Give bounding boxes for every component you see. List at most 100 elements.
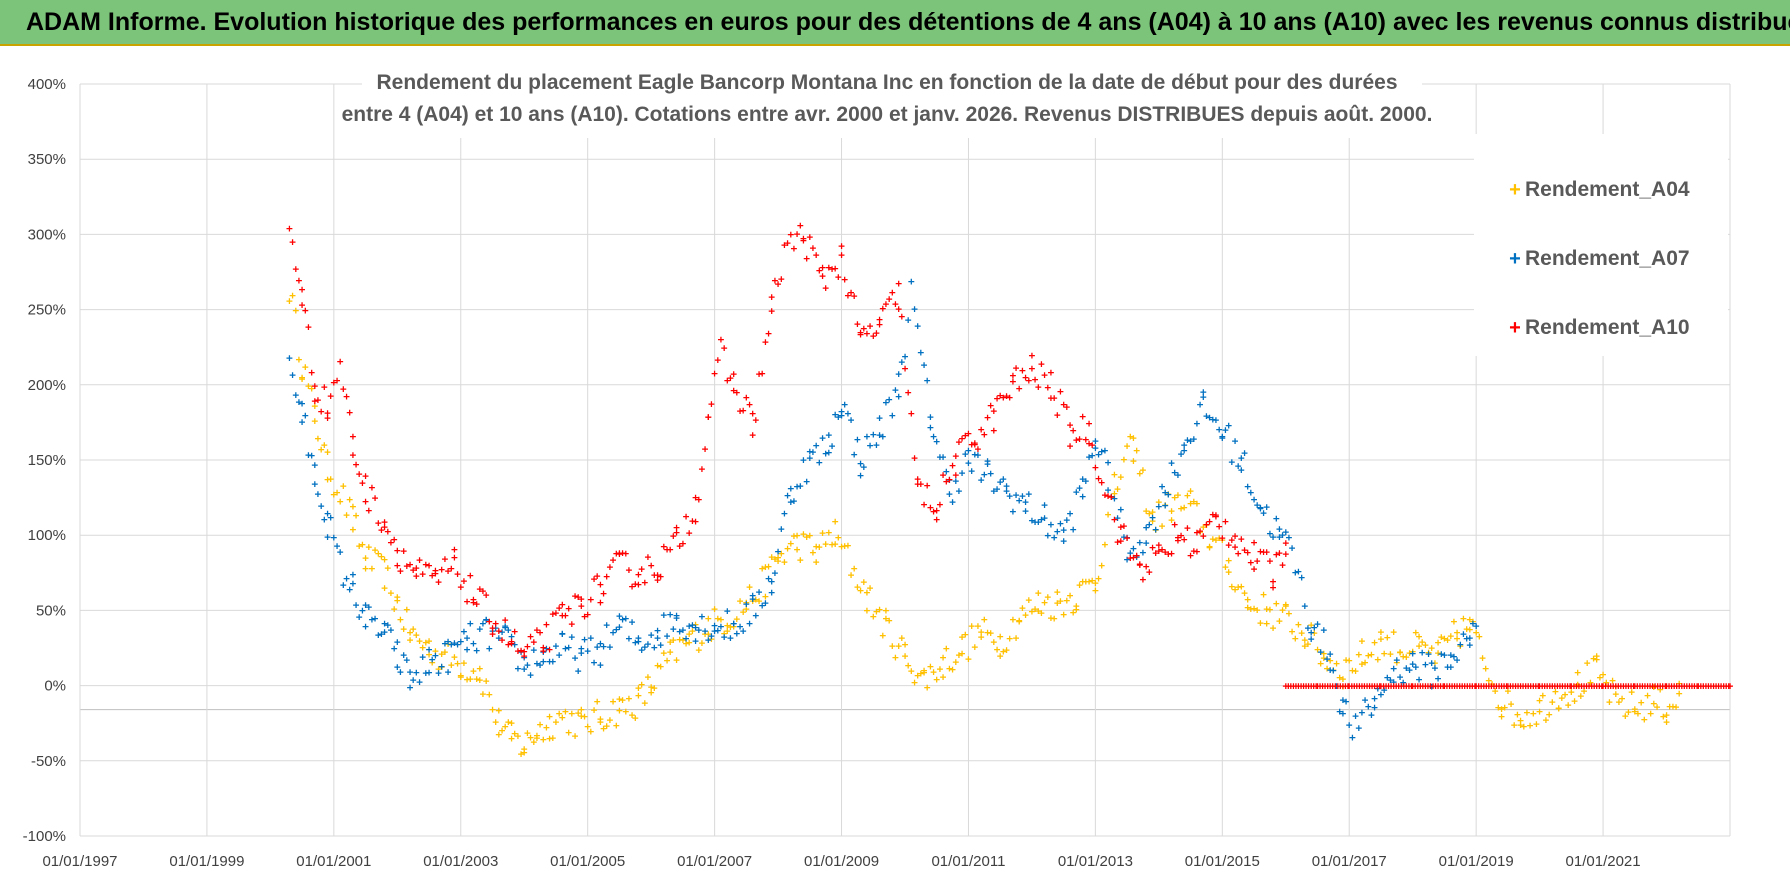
data-point: + [1615,680,1622,693]
data-point: + [1390,625,1397,638]
data-point: + [641,640,648,653]
data-point: + [714,612,721,625]
data-point: + [476,673,483,686]
data-point: + [572,589,579,602]
data-point: + [1359,634,1366,647]
data-point: + [1400,676,1407,689]
data-point: + [918,667,925,680]
data-point: + [965,457,972,470]
data-point: + [1057,517,1064,530]
data-point: + [1346,654,1353,667]
data-point: + [1428,656,1435,669]
data-point: + [971,437,978,450]
data-point: + [1092,435,1099,448]
data-point: + [933,513,940,526]
data-point: + [616,610,623,623]
data-point: + [1162,498,1169,511]
data-point: + [635,632,642,645]
legend: + Rendement_A04 + Rendement_A07 + Rendem… [1474,134,1728,356]
data-point: + [629,616,636,629]
data-point: + [1263,501,1270,514]
data-point: + [876,318,883,331]
data-point: + [1111,487,1118,500]
data-point: + [1140,546,1147,559]
data-point: + [1241,587,1248,600]
data-point: + [1332,680,1339,693]
data-point: + [981,468,988,481]
data-point: + [816,456,823,469]
data-point: + [968,465,975,478]
data-point: + [1108,491,1115,504]
data-point: + [1054,525,1061,538]
data-point: + [1557,680,1564,693]
data-point: + [340,579,347,592]
data-point: + [1206,541,1213,554]
data-point: + [1032,602,1039,615]
data-point: + [1486,680,1493,693]
data-point: + [591,572,598,585]
data-point: + [1532,680,1539,693]
data-point: + [511,638,518,651]
data-point: + [1356,680,1363,693]
data-point: + [1301,640,1308,653]
data-point: + [1618,680,1625,693]
data-point: + [962,448,969,461]
data-point: + [1567,680,1574,693]
data-point: + [407,633,414,646]
data-point: + [286,294,293,307]
data-point: + [464,643,471,656]
data-point: + [362,470,369,483]
data-point: + [378,524,385,537]
data-point: + [508,716,515,729]
data-point: + [1162,546,1169,559]
data-point: + [946,473,953,486]
y-tick-label: -50% [31,753,66,770]
x-tick-label: 01/01/1997 [42,853,117,870]
data-point: + [648,629,655,642]
data-point: + [1715,680,1722,693]
data-point: + [546,732,553,745]
data-point: + [1203,518,1210,531]
data-point: + [870,610,877,623]
data-point: + [476,582,483,595]
data-point: + [1197,398,1204,411]
data-point: + [1187,435,1194,448]
data-point: + [905,386,912,399]
data-point: + [1378,625,1385,638]
data-point: + [641,576,648,589]
data-point: + [743,391,750,404]
data-point: + [1286,607,1293,620]
data-point: + [423,667,430,680]
data-point: + [803,531,810,544]
data-point: + [1301,634,1308,647]
data-point: + [803,475,810,488]
data-point: + [1671,680,1678,693]
data-point: + [423,636,430,649]
data-point: + [622,547,629,560]
data-point: + [1631,703,1638,716]
data-point: + [978,423,985,436]
data-point: + [952,469,959,482]
data-point: + [1541,680,1548,693]
data-point: + [841,540,848,553]
data-point: + [1133,444,1140,457]
data-point: + [753,593,760,606]
data-point: + [1387,674,1394,687]
data-point: + [556,707,563,720]
data-point: + [1708,680,1715,693]
data-point: + [1684,680,1691,693]
data-point: + [1498,702,1505,715]
data-point: + [1720,680,1727,693]
data-point: + [505,716,512,729]
data-point: + [930,666,937,679]
data-point: + [1267,555,1274,568]
data-point: + [359,538,366,551]
data-point: + [1606,696,1613,709]
data-point: + [899,631,906,644]
data-point: + [1428,642,1435,655]
data-point: + [626,563,633,576]
data-point: + [410,673,417,686]
data-point: + [1285,680,1292,693]
data-point: + [508,637,515,650]
data-point: + [1330,663,1337,676]
